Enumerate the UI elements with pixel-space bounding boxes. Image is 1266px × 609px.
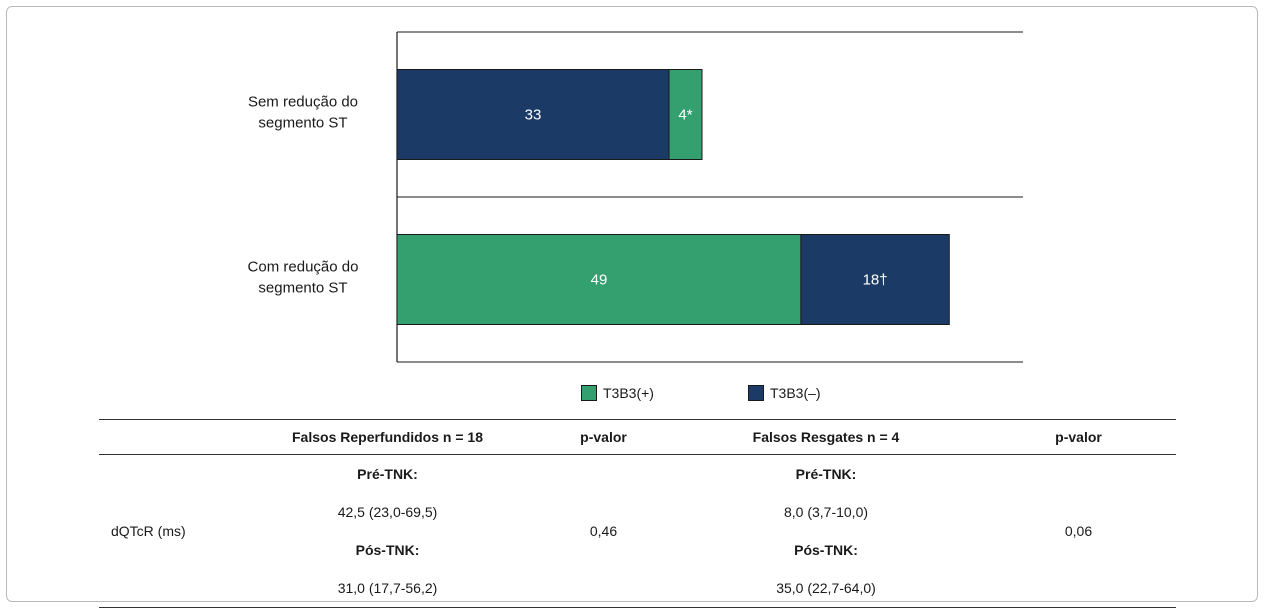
fs-pre-value: 8,0 (3,7-10,0)	[783, 504, 869, 520]
legend-item-negative: T3B3(–)	[748, 385, 821, 401]
category-label: segmento ST	[258, 115, 347, 132]
bar-segment	[396, 69, 670, 160]
chart-legend: T3B3(+) T3B3(–)	[7, 385, 1257, 407]
bar-segment	[396, 234, 802, 325]
table-row: dQTcR (ms) Pré-TNK: 0,46 Pré-TNK: 0,06	[99, 454, 1176, 608]
header-falsos-resgates: Falsos Resgates n = 4	[671, 419, 981, 455]
fs-pos-value: 35,0 (22,7-64,0)	[671, 569, 981, 608]
stacked-bar-chart: 33 4* Sem redução do segmento ST 49 18† Com re…	[248, 31, 1023, 363]
table-header-row: Falsos Reperfundidos n = 18 p-valor Fals…	[99, 419, 1176, 455]
fr-pos-label: Pós-TNK:	[355, 542, 420, 558]
bar-segment	[668, 69, 703, 160]
category-label: segmento ST	[258, 280, 347, 297]
row-label-dqtcr: dQTcR (ms)	[99, 454, 239, 608]
category-label: Com redução do	[248, 259, 359, 276]
fr-pos-value: 31,0 (17,7-56,2)	[239, 569, 536, 608]
legend-label-negative: T3B3(–)	[770, 385, 821, 401]
bar-data-label: 4*	[678, 107, 692, 124]
table-row: 42,5 (23,0-69,5) 8,0 (3,7-10,0)	[99, 493, 1176, 531]
bar-data-label: 49	[591, 272, 608, 289]
category-label: Sem redução do	[248, 94, 358, 111]
table-row: Pós-TNK: Pós-TNK:	[99, 531, 1176, 569]
fr-pre-label: Pré-TNK:	[357, 466, 418, 482]
header-p-valor-1: p-valor	[536, 419, 671, 455]
fs-pre-label: Pré-TNK:	[795, 466, 857, 482]
legend-swatch-positive	[581, 385, 597, 401]
fs-p-value: 0,06	[981, 454, 1176, 608]
header-p-valor-2: p-valor	[981, 419, 1176, 455]
header-blank	[99, 419, 239, 455]
fs-pos-label: Pós-TNK:	[794, 542, 858, 558]
table-row: 31,0 (17,7-56,2) 35,0 (22,7-64,0)	[99, 569, 1176, 608]
legend-item-positive: T3B3(+)	[581, 385, 654, 401]
header-falsos-reperfundidos: Falsos Reperfundidos n = 18	[239, 419, 536, 455]
bar-segment	[800, 234, 950, 325]
bar-data-label: 18†	[863, 272, 888, 289]
fr-p-value: 0,46	[536, 454, 671, 608]
figure-frame: 33 4* Sem redução do segmento ST 49 18† Com re…	[6, 6, 1258, 608]
fr-pre-value: 42,5 (23,0-69,5)	[337, 504, 438, 520]
legend-label-positive: T3B3(+)	[603, 385, 654, 401]
results-table: Falsos Reperfundidos n = 18 p-valor Fals…	[99, 419, 1176, 608]
bar-data-label: 33	[525, 107, 542, 124]
legend-swatch-negative	[748, 385, 764, 401]
